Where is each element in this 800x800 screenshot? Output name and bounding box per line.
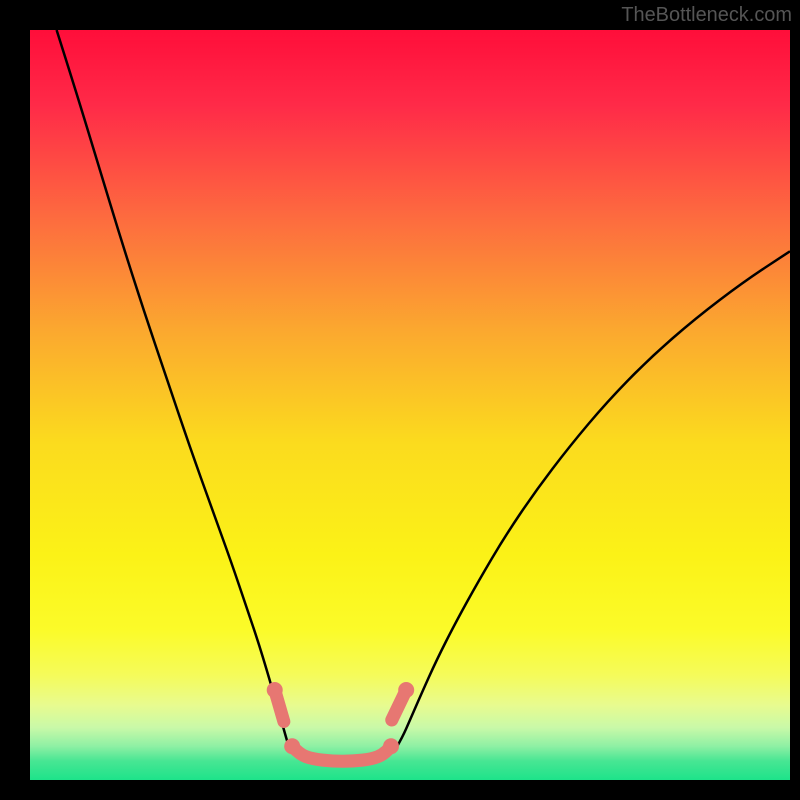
watermark-text: TheBottleneck.com <box>621 4 792 27</box>
highlight-marker <box>284 738 300 754</box>
chart-plot-area <box>30 30 790 780</box>
highlight-marker <box>398 682 414 698</box>
highlight-marker <box>383 738 399 754</box>
highlight-marker <box>267 682 283 698</box>
chart-svg <box>30 30 790 780</box>
gradient-background <box>30 30 790 780</box>
